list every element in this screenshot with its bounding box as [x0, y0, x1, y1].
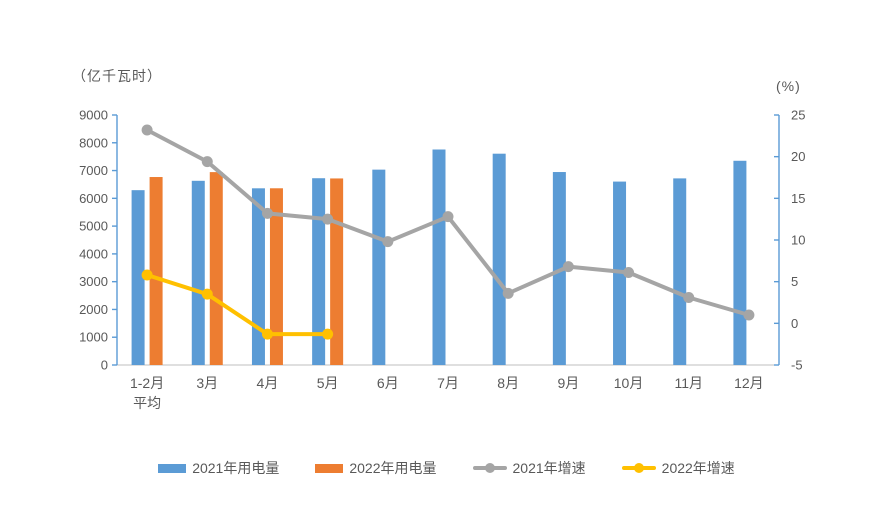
x-axis-category-label: 3月 [196, 375, 218, 391]
marker-2021年增速[interactable] [201, 156, 213, 168]
legend-label-2022-consumption: 2022年用电量 [349, 460, 437, 476]
legend: 2021年用电量 2022年用电量 2021年增速 2022年增速 [0, 458, 893, 478]
x-axis-category-label: 平均 [133, 395, 161, 411]
right-axis-title: (%) [776, 78, 801, 94]
marker-2021年增速[interactable] [141, 124, 153, 136]
line-2022年增速 [145, 273, 330, 337]
marker-2021年增速[interactable] [683, 292, 695, 303]
left-axis-title: （亿千瓦时） [72, 68, 162, 84]
right-axis-tick-label: 0 [791, 316, 798, 331]
left-axis-tick-label: 1000 [79, 330, 108, 345]
bar-2021年用电量[interactable] [492, 153, 506, 365]
x-axis-category-label: 12月 [734, 375, 764, 391]
right-axis-tick-label: 10 [791, 233, 805, 248]
left-axis-tick-label: 9000 [79, 108, 108, 123]
right-axis-tick-label: 20 [791, 149, 805, 164]
left-axis-tick-label: 0 [101, 358, 108, 373]
left-axis-tick-label: 3000 [79, 274, 108, 289]
bar-2021年用电量[interactable] [191, 180, 205, 365]
marker-2022年增速[interactable] [261, 328, 273, 340]
left-axis-tick-label: 4000 [79, 246, 108, 261]
bar-2021年用电量[interactable] [131, 190, 145, 365]
legend-swatch-line-2021 [472, 463, 507, 473]
marker-2021年增速[interactable] [261, 207, 273, 219]
bar-2021年用电量[interactable] [372, 169, 386, 365]
marker-2021年增速[interactable] [623, 267, 635, 278]
bar-2021年用电量[interactable] [312, 178, 326, 365]
marker-2022年增速[interactable] [322, 328, 334, 340]
bar-2021年用电量[interactable] [432, 149, 446, 366]
legend-swatch-dot-2022 [633, 463, 644, 473]
line-2021年增速 [145, 128, 751, 317]
x-axis-category-label: 5月 [317, 375, 339, 391]
legend-label-2022-growth: 2022年增速 [661, 460, 735, 476]
marker-2021年增速[interactable] [382, 236, 394, 248]
legend-label-2021-growth: 2021年增速 [512, 460, 586, 476]
bar-2022年用电量[interactable] [269, 188, 283, 365]
legend-item-2021-growth[interactable]: 2021年增速 [472, 458, 586, 478]
legend-swatch-dot-2021 [484, 463, 495, 473]
marker-2021年增速[interactable] [502, 287, 514, 299]
right-axis-tick-label: 25 [791, 108, 805, 123]
marker-2021年增速[interactable] [562, 261, 574, 273]
chart-canvas: 0 1000 2000 3000 4000 5000 6000 7000 8000 9000 -5 0… [79, 108, 805, 412]
left-axis-tick-label: 6000 [79, 191, 108, 206]
bar-2022年用电量[interactable] [149, 177, 163, 365]
right-axis-tick-label: -5 [791, 358, 803, 373]
bar-2021年用电量[interactable] [673, 178, 687, 365]
x-axis-category-label: 9月 [557, 375, 579, 391]
left-axis-tick-label: 5000 [79, 219, 108, 234]
x-axis-category-label: 8月 [497, 375, 519, 391]
marker-2021年增速[interactable] [322, 213, 334, 225]
marker-2021年增速[interactable] [743, 309, 755, 321]
legend-item-2022-consumption[interactable]: 2022年用电量 [315, 458, 437, 478]
left-axis-tick-label: 8000 [79, 135, 108, 150]
bar-2022年用电量[interactable] [209, 172, 223, 365]
bar-2021年用电量[interactable] [733, 160, 747, 365]
legend-swatch-line-2022 [621, 463, 656, 473]
x-axis-category-label: 10月 [614, 375, 644, 391]
bar-2021年用电量[interactable] [251, 188, 265, 365]
x-axis-category-label: 7月 [437, 375, 459, 391]
left-axis-tick-label: 7000 [79, 163, 108, 178]
legend-item-2021-consumption[interactable]: 2021年用电量 [158, 458, 279, 478]
legend-item-2022-growth[interactable]: 2022年增速 [621, 458, 735, 478]
left-axis-tick-label: 2000 [79, 302, 108, 317]
legend-swatch-bar-2022 [315, 463, 344, 473]
x-axis-category-label: 1-2月 [130, 375, 164, 391]
x-axis-category-label: 11月 [674, 375, 703, 391]
marker-2021年增速[interactable] [442, 211, 454, 223]
right-axis-tick-label: 15 [791, 191, 805, 206]
right-axis-tick-label: 5 [791, 274, 798, 289]
legend-swatch-bar-2021 [158, 463, 187, 473]
marker-2022年增速[interactable] [141, 269, 153, 281]
marker-2022年增速[interactable] [201, 288, 213, 300]
x-axis-category-label: 6月 [377, 375, 399, 391]
x-axis-category-label: 4月 [257, 375, 279, 391]
legend-label-2021-consumption: 2021年用电量 [192, 460, 280, 476]
